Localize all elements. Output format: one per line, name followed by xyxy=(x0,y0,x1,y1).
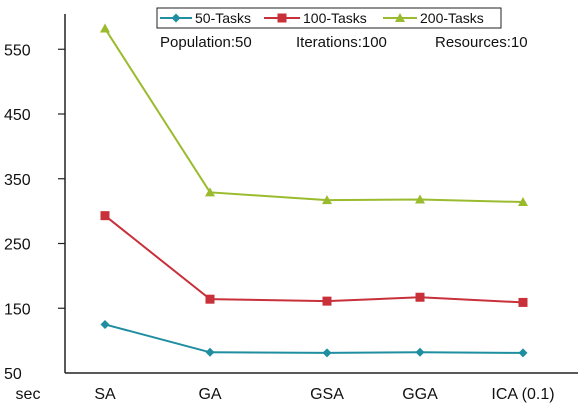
data-point-100-tasks xyxy=(415,292,425,302)
y-tick-label: 150 xyxy=(4,301,31,318)
data-point-50-tasks xyxy=(518,348,528,358)
annotation-population: Population:50 xyxy=(160,34,252,51)
legend-label-50-tasks: 50-Tasks xyxy=(195,10,251,26)
x-tick-label: GA xyxy=(198,386,221,403)
y-tick-label: 450 xyxy=(4,107,31,124)
data-point-50-tasks xyxy=(100,319,110,329)
data-point-50-tasks xyxy=(415,347,425,357)
y-axis-label: sec xyxy=(16,386,41,403)
x-tick-label: GSA xyxy=(310,386,344,403)
x-tick-label: GGA xyxy=(402,386,438,403)
data-point-100-tasks xyxy=(518,297,528,307)
data-point-50-tasks xyxy=(322,348,332,358)
legend-marker-50-tasks xyxy=(171,13,181,23)
annotation-iterations: Iterations:100 xyxy=(296,34,387,51)
data-point-50-tasks xyxy=(205,347,215,357)
y-tick-label: 50 xyxy=(4,366,22,383)
data-point-100-tasks xyxy=(322,296,332,306)
series-line-100-tasks xyxy=(104,214,524,304)
data-point-100-tasks xyxy=(100,211,110,221)
x-tick-label: SA xyxy=(94,386,116,403)
data-point-200-tasks xyxy=(205,187,215,197)
data-point-100-tasks xyxy=(205,294,215,304)
y-tick-label: 350 xyxy=(4,172,31,189)
series-line-50-tasks xyxy=(104,323,524,354)
x-tick-label: ICA (0.1) xyxy=(491,386,554,403)
x-axis-ticks: SA GA GSA GGA ICA (0.1) xyxy=(94,386,554,403)
y-tick-label: 550 xyxy=(4,42,31,59)
legend-marker-100-tasks xyxy=(277,13,287,23)
legend-label-100-tasks: 100-Tasks xyxy=(303,10,367,26)
data-point-200-tasks xyxy=(415,194,425,204)
data-point-200-tasks xyxy=(100,23,110,33)
y-axis-ticks: 50 150 250 350 450 550 xyxy=(4,42,65,383)
y-tick-label: 250 xyxy=(4,237,31,254)
legend-marker-200-tasks xyxy=(395,13,405,22)
series-layer xyxy=(100,23,528,358)
annotation-resources: Resources:10 xyxy=(435,34,528,51)
series-line-200-tasks xyxy=(104,27,524,204)
data-point-200-tasks xyxy=(518,197,528,207)
data-point-200-tasks xyxy=(322,195,332,205)
legend-label-200-tasks: 200-Tasks xyxy=(420,10,484,26)
legend: 50-Tasks 100-Tasks 200-Tasks xyxy=(156,7,502,29)
legend-box xyxy=(156,7,502,29)
